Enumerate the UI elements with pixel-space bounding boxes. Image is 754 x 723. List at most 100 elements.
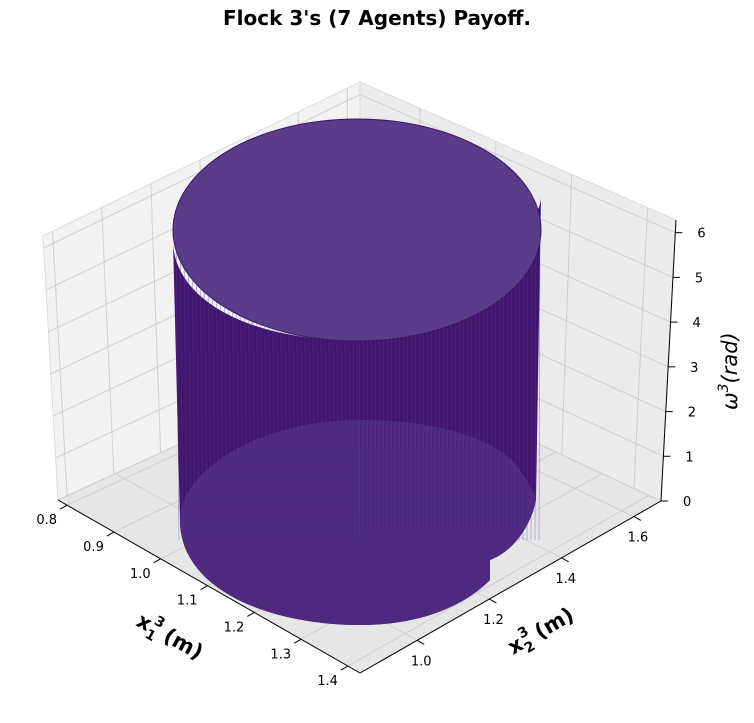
mesh-line: [315, 231, 320, 541]
mesh-line: [187, 231, 192, 541]
z-tick-label: 0: [683, 495, 691, 510]
mesh-line: [239, 231, 244, 541]
x-axis-line: [57, 499, 361, 674]
y-tick-label: 1.0: [411, 654, 432, 669]
mesh-line: [287, 231, 292, 541]
surface-mesh: [175, 231, 541, 541]
mesh-line: [331, 231, 336, 541]
y-tick-label: 1.6: [628, 530, 649, 545]
mesh-line: [478, 231, 481, 541]
mesh-line: [267, 231, 272, 541]
x-pane-gridline: [101, 207, 115, 475]
mesh-line: [211, 231, 216, 541]
mesh-line: [335, 231, 340, 541]
x-tick-mark: [59, 504, 68, 510]
mesh-line: [474, 231, 477, 541]
x-pane-gridline: [150, 183, 162, 453]
x-tick-mark: [293, 638, 302, 644]
mesh-line: [482, 231, 485, 541]
mesh-line: [370, 231, 373, 541]
mesh-line: [307, 231, 312, 541]
mesh-line: [347, 231, 352, 541]
x-axis-ticks: 0.8 0.9 1.0 1.1 1.2 1.3 1.4: [36, 504, 349, 689]
mesh-line: [506, 231, 509, 541]
y-pane-gridline: [561, 174, 573, 455]
cylinder-top-cap: [173, 119, 541, 341]
mesh-line: [183, 231, 188, 541]
mesh-line: [219, 231, 224, 541]
mesh-line: [490, 231, 493, 541]
x-tick-mark: [200, 585, 208, 591]
mesh-line: [498, 231, 501, 541]
x-tick-mark: [153, 558, 161, 564]
z-tick-label: 6: [697, 227, 705, 242]
y-axis-line: [359, 500, 662, 674]
mesh-line: [247, 231, 252, 541]
mesh-line: [470, 231, 473, 541]
mesh-line: [207, 231, 212, 541]
mesh-line: [434, 231, 437, 541]
z-axis-label: ω3(rad): [716, 332, 742, 410]
mesh-line: [486, 231, 489, 541]
mesh-line: [522, 231, 525, 541]
z-tick-label: 5: [695, 271, 703, 286]
mesh-line: [450, 231, 453, 541]
mesh-line: [351, 231, 356, 541]
mesh-line: [299, 231, 304, 541]
mesh-line: [343, 231, 348, 541]
mesh-line: [382, 231, 385, 541]
z-tick-label: 4: [693, 316, 701, 331]
mesh-line: [538, 231, 541, 541]
mesh-line: [255, 231, 260, 541]
z-tick-label: 1: [685, 450, 693, 465]
z-axis-ticks: 0 1 2 3 4 5 6: [661, 227, 706, 510]
mesh-line: [319, 231, 324, 541]
mesh-line: [263, 231, 268, 541]
mesh-line: [526, 231, 529, 541]
mesh-line: [251, 231, 256, 541]
mesh-line: [243, 231, 248, 541]
mesh-line: [295, 231, 300, 541]
x-tick-label: 0.9: [83, 540, 104, 555]
mesh-line: [358, 231, 361, 541]
mesh-line: [362, 231, 365, 541]
mesh-line: [446, 231, 449, 541]
chart-title: Flock 3's (7 Agents) Payoff.: [222, 6, 532, 30]
y-tick-mark: [561, 557, 569, 563]
x-tick-label: 0.8: [36, 513, 57, 528]
mesh-line: [271, 231, 276, 541]
x-tick-label: 1.3: [270, 647, 291, 662]
mesh-line: [530, 231, 533, 541]
mesh-line: [283, 231, 288, 541]
mesh-line: [390, 231, 393, 541]
mesh-line: [494, 231, 497, 541]
mesh-line: [366, 231, 369, 541]
mesh-line: [378, 231, 381, 541]
mesh-line: [275, 231, 280, 541]
x-tick-mark: [340, 665, 349, 671]
z-axis-line: [660, 219, 677, 502]
mesh-line: [191, 231, 196, 541]
x-axis-label: x13(m): [130, 606, 209, 669]
mesh-line: [231, 231, 236, 541]
y-axis-label: x23(m): [502, 600, 580, 664]
mesh-line: [199, 231, 204, 541]
mesh-line: [462, 231, 465, 541]
x-tick-mark: [247, 612, 255, 617]
mesh-line: [414, 231, 417, 541]
z-tick-label: 2: [688, 406, 696, 421]
mesh-line: [215, 231, 220, 541]
mesh-line: [386, 231, 389, 541]
mesh-line: [422, 231, 425, 541]
mesh-line: [175, 231, 180, 541]
mesh-line: [510, 231, 513, 541]
mesh-line: [398, 231, 401, 541]
mesh-line: [203, 231, 208, 541]
mesh-line: [394, 231, 397, 541]
mesh-line: [426, 231, 429, 541]
x-tick-label: 1.0: [130, 567, 151, 582]
mesh-line: [458, 231, 461, 541]
z-gridline: [43, 94, 676, 249]
mesh-line: [406, 231, 409, 541]
mesh-line: [438, 231, 441, 541]
